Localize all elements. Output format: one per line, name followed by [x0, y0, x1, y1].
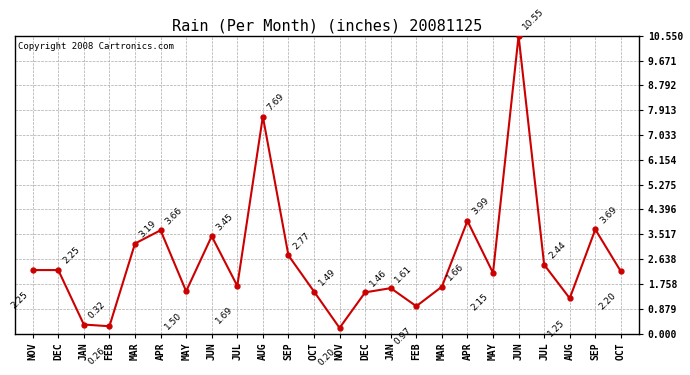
Text: 0.97: 0.97: [393, 326, 413, 346]
Text: 0.26: 0.26: [86, 346, 107, 366]
Text: 1.66: 1.66: [444, 262, 465, 282]
Title: Rain (Per Month) (inches) 20081125: Rain (Per Month) (inches) 20081125: [172, 18, 482, 33]
Text: 1.25: 1.25: [546, 318, 567, 338]
Text: 3.19: 3.19: [138, 219, 159, 239]
Text: 2.20: 2.20: [598, 291, 618, 311]
Text: 2.25: 2.25: [10, 290, 30, 310]
Text: 10.55: 10.55: [522, 7, 546, 32]
Text: 3.66: 3.66: [164, 206, 184, 226]
Text: 1.50: 1.50: [163, 310, 184, 331]
Text: 3.69: 3.69: [598, 205, 619, 225]
Text: 1.61: 1.61: [393, 263, 414, 284]
Text: 7.69: 7.69: [266, 92, 286, 112]
Text: 1.49: 1.49: [317, 267, 337, 287]
Text: Copyright 2008 Cartronics.com: Copyright 2008 Cartronics.com: [18, 42, 174, 51]
Text: 3.99: 3.99: [470, 196, 491, 217]
Text: 3.45: 3.45: [215, 211, 235, 232]
Text: 0.20: 0.20: [316, 347, 337, 368]
Text: 2.15: 2.15: [470, 292, 490, 313]
Text: 2.25: 2.25: [61, 246, 81, 266]
Text: 2.77: 2.77: [291, 231, 312, 251]
Text: 0.32: 0.32: [87, 300, 107, 320]
Text: 1.69: 1.69: [214, 305, 235, 326]
Text: 1.46: 1.46: [368, 268, 388, 288]
Text: 2.44: 2.44: [547, 240, 567, 261]
